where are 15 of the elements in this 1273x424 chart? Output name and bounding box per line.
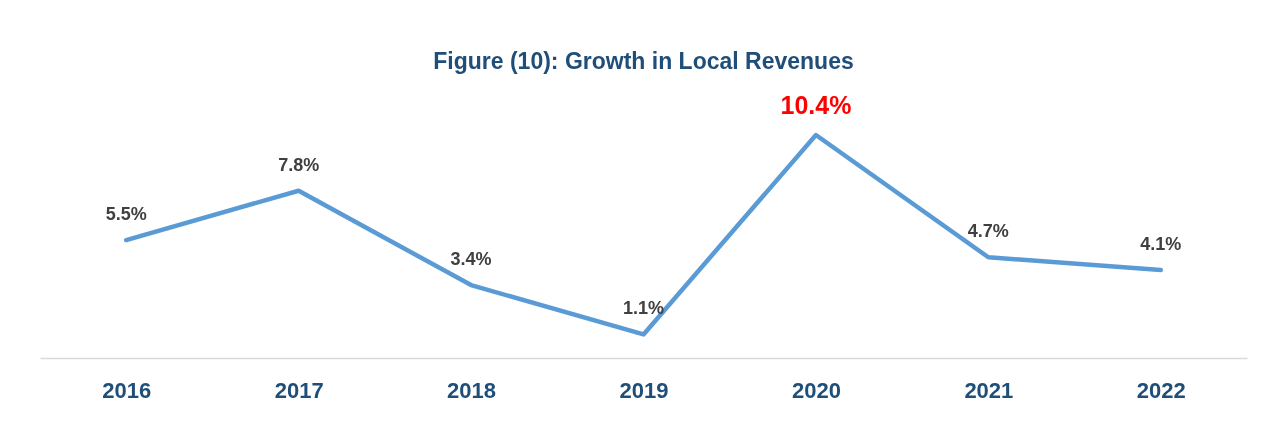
- data-label: 7.8%: [278, 154, 320, 175]
- data-label: 4.7%: [967, 221, 1009, 242]
- data-label: 5.5%: [105, 204, 147, 225]
- x-tick-label: 2016: [102, 377, 152, 403]
- data-label: 1.1%: [622, 298, 665, 319]
- data-label: 3.4%: [450, 249, 492, 270]
- x-tick-label: 2017: [274, 377, 324, 403]
- x-tick-label: 2019: [619, 377, 669, 403]
- x-tick-label: 2018: [447, 377, 497, 403]
- data-label: 4.1%: [1140, 234, 1182, 255]
- x-tick-label: 2022: [1136, 377, 1186, 403]
- data-label: 10.4%: [780, 91, 852, 119]
- chart-title: Figure (10): Growth in Local Revenues: [433, 48, 854, 74]
- x-tick-label: 2020: [791, 377, 841, 403]
- x-tick-label: 2021: [964, 377, 1014, 403]
